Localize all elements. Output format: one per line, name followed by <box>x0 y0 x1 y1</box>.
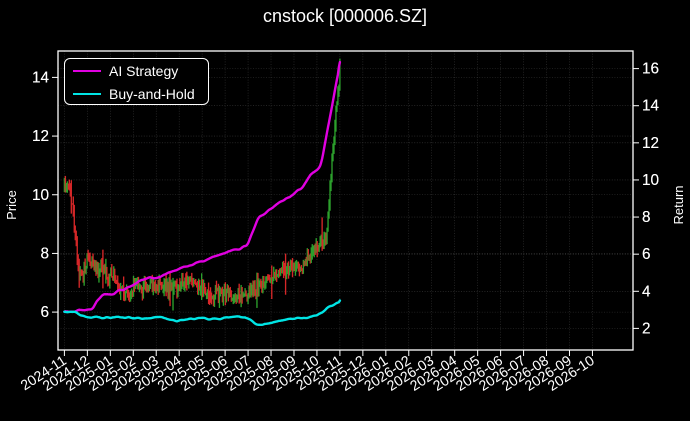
svg-text:16: 16 <box>642 61 659 78</box>
svg-text:10: 10 <box>32 187 49 204</box>
svg-text:6: 6 <box>642 246 651 263</box>
svg-text:Price: Price <box>4 190 19 220</box>
svg-text:14: 14 <box>642 98 660 115</box>
svg-text:8: 8 <box>642 209 651 226</box>
svg-text:Return: Return <box>671 185 686 224</box>
svg-text:14: 14 <box>32 69 50 86</box>
svg-text:6: 6 <box>40 304 49 321</box>
svg-text:2: 2 <box>642 320 651 337</box>
svg-text:4: 4 <box>642 283 651 300</box>
svg-text:12: 12 <box>642 135 659 152</box>
svg-text:12: 12 <box>32 128 49 145</box>
svg-text:10: 10 <box>642 172 659 189</box>
svg-text:8: 8 <box>40 245 49 262</box>
